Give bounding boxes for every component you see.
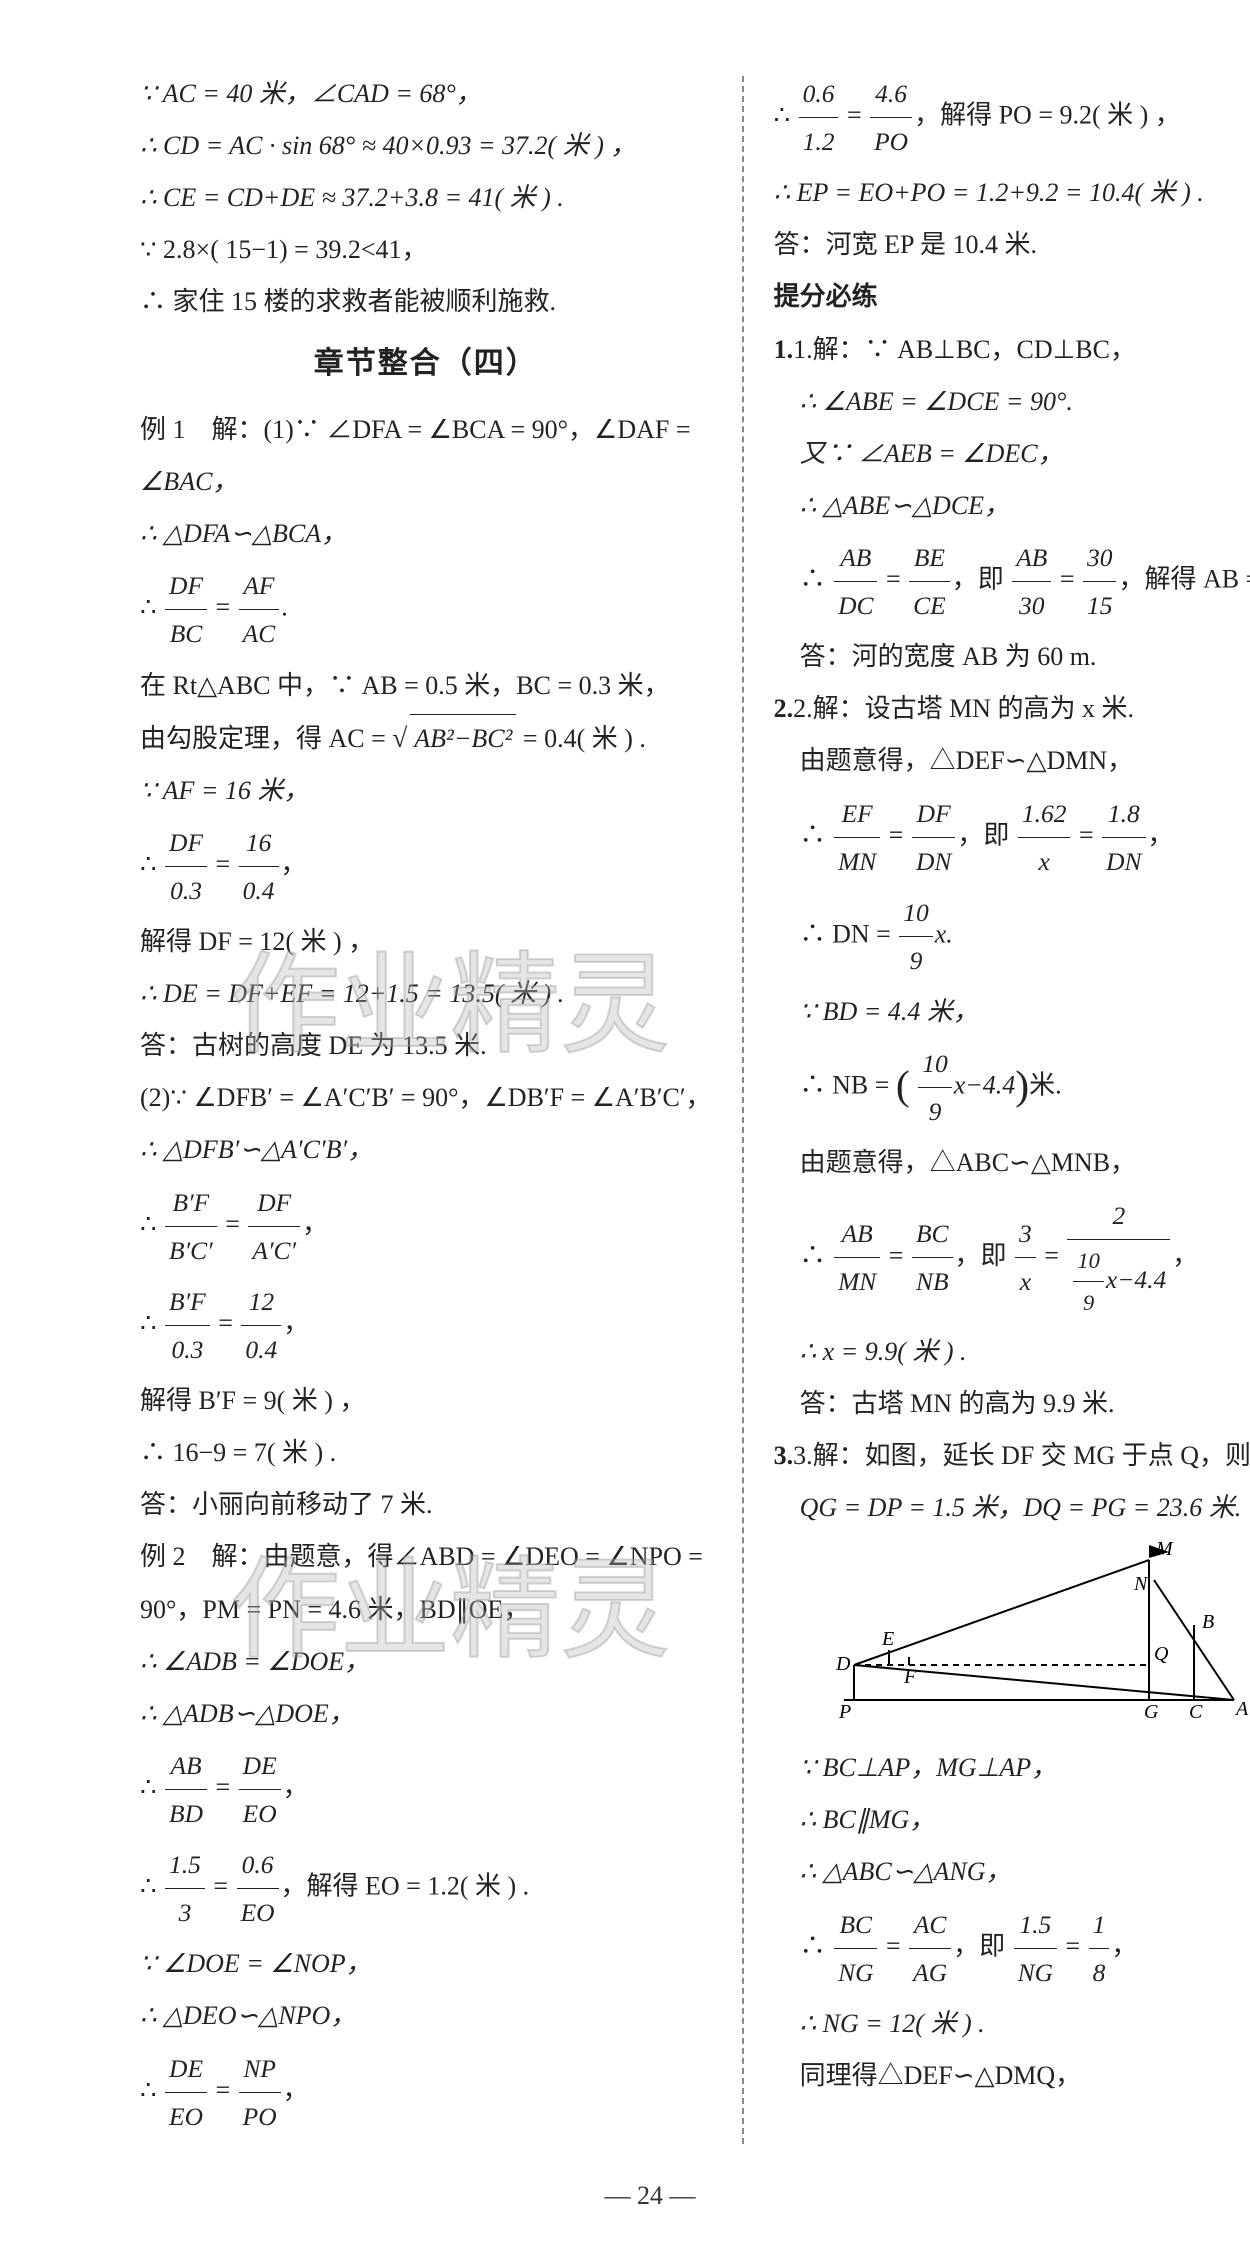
svg-text:B: B: [1202, 1611, 1214, 1633]
text-line: ∴ 16−9 = 7( 米 ) .: [140, 1429, 712, 1477]
text-line: 答：河宽 EP 是 10.4 米.: [774, 221, 1250, 269]
svg-text:A: A: [1234, 1698, 1249, 1720]
text-line: 答：古塔 MN 的高为 9.9 米.: [774, 1380, 1250, 1428]
formula-line: ∴ DF0.3 = 160.4，: [140, 819, 712, 914]
formula-line: ∴ DFBC = AFAC.: [140, 562, 712, 657]
text-line: ∴ x = 9.9( 米 ) .: [774, 1328, 1250, 1376]
text-line: ∴ ∠ABE = ∠DCE = 90°.: [774, 378, 1250, 426]
text-line: ∵ AC = 40 米，∠CAD = 68°，: [140, 70, 712, 118]
text-line: ∵ 2.8×( 15−1) = 39.2<41，: [140, 226, 712, 274]
text-line: ∴ 家住 15 楼的求救者能被顺利施救.: [140, 278, 712, 326]
svg-text:D: D: [835, 1653, 851, 1675]
svg-text:P: P: [838, 1701, 851, 1720]
text-line: ∴ CE = CD+DE ≈ 37.2+3.8 = 41( 米 ) .: [140, 174, 712, 222]
text-line: 答：古树的高度 DE 为 13.5 米.: [140, 1022, 712, 1070]
text-line: 由题意得，△ABC∽△MNB，: [774, 1139, 1250, 1187]
text-line: ∴ △DFB′∽△A′C′B′，: [140, 1126, 712, 1174]
text-line: ∴ △DFA∽△BCA，: [140, 510, 712, 558]
text-line: 又∵ ∠AEB = ∠DEC，: [774, 430, 1250, 478]
svg-text:G: G: [1144, 1701, 1159, 1720]
text-line: 解得 B′F = 9( 米 ) ，: [140, 1377, 712, 1425]
text-line: ∴ △ABE∽△DCE，: [774, 482, 1250, 530]
text-line: 例 2 解：由题意，得∠ABD = ∠DEO = ∠NPO =: [140, 1533, 712, 1581]
formula-line: ∴ EFMN = DFDN，即 1.62x = 1.8DN，: [774, 790, 1250, 885]
text-line: ∴ EP = EO+PO = 1.2+9.2 = 10.4( 米 ) .: [774, 169, 1250, 217]
formula-line: ∴ DN = 109x.: [774, 889, 1250, 984]
geometry-diagram: M N B A C G Q P D E F: [834, 1540, 1250, 1736]
text-line: ∵ ∠DOE = ∠NOP，: [140, 1940, 712, 1988]
text-line: (2)∵ ∠DFB′ = ∠A′C′B′ = 90°，∠DB′F = ∠A′B′…: [140, 1074, 712, 1122]
text-line: 3.3.解：如图，延长 DF 交 MG 于点 Q，则 DQ⊥MG，: [774, 1432, 1250, 1480]
text-line: ∴ CD = AC · sin 68° ≈ 40×0.93 = 37.2( 米 …: [140, 122, 712, 170]
section-title: 章节整合（四）: [140, 336, 712, 392]
svg-text:E: E: [881, 1628, 894, 1650]
text-line: ∴ △ABC∽△ANG，: [774, 1848, 1250, 1896]
formula-line: ∴ NB = ( 109x−4.4)米.: [774, 1040, 1250, 1135]
column-divider: [742, 76, 744, 2144]
formula-line: ∴ DEEO = NPPO，: [140, 2045, 712, 2140]
formula-line: ∴ B′F0.3 = 120.4，: [140, 1278, 712, 1373]
text-line: ∴ ∠ADB = ∠DOE，: [140, 1638, 712, 1686]
text-line: ∴ △DEO∽△NPO，: [140, 1992, 712, 2040]
page-number: — 24 —: [140, 2172, 1160, 2220]
diagram-svg: M N B A C G Q P D E F: [834, 1540, 1250, 1720]
svg-text:F: F: [903, 1666, 917, 1688]
page: 作业精灵 作业精灵 ∵ AC = 40 米，∠CAD = 68°， ∴ CD =…: [0, 0, 1250, 2260]
svg-text:C: C: [1189, 1701, 1203, 1720]
text-line: 90°，PM = PN = 4.6 米，BD∥OE，: [140, 1586, 712, 1634]
text-line: 答：小丽向前移动了 7 米.: [140, 1481, 712, 1529]
text-line: 解得 DF = 12( 米 ) ，: [140, 918, 712, 966]
text-line: QG = DP = 1.5 米，DQ = PG = 23.6 米.: [774, 1484, 1250, 1532]
text-line: 例 1 解：(1)∵ ∠DFA = ∠BCA = 90°，∠DAF =: [140, 406, 712, 454]
text-line: 1.1.解：∵ AB⊥BC，CD⊥BC，: [774, 326, 1250, 374]
formula-line: ∴ 1.53 = 0.6EO，解得 EO = 1.2( 米 ) .: [140, 1841, 712, 1936]
left-column: ∵ AC = 40 米，∠CAD = 68°， ∴ CD = AC · sin …: [140, 70, 712, 2144]
formula-line: ∴ 0.61.2 = 4.6PO，解得 PO = 9.2( 米 ) ，: [774, 70, 1250, 165]
text-line: ∵ BD = 4.4 米，: [774, 988, 1250, 1036]
formula-line: ∴ ABDC = BECE，即 AB30 = 3015，解得 AB = 60( …: [774, 534, 1250, 629]
right-column: ∴ 0.61.2 = 4.6PO，解得 PO = 9.2( 米 ) ， ∴ EP…: [774, 70, 1250, 2144]
text-line: 2.2.解：设古塔 MN 的高为 x 米.: [774, 685, 1250, 733]
text-line: ∴ BC∥MG，: [774, 1796, 1250, 1844]
text-line: ∴ NG = 12( 米 ) .: [774, 2000, 1250, 2048]
content-columns: ∵ AC = 40 米，∠CAD = 68°， ∴ CD = AC · sin …: [140, 70, 1160, 2144]
text-line: 由题意得，△DEF∽△DMN，: [774, 737, 1250, 785]
text-line: 同理得△DEF∽△DMQ，: [774, 2052, 1250, 2100]
text-line: 答：河的宽度 AB 为 60 m.: [774, 633, 1250, 681]
formula-line: 由勾股定理，得 AC = AB²−BC² = 0.4( 米 ) .: [140, 714, 712, 763]
text-line: 在 Rt△ABC 中，∵ AB = 0.5 米，BC = 0.3 米，: [140, 662, 712, 710]
text-line: ∵ BC⊥AP，MG⊥AP，: [774, 1744, 1250, 1792]
formula-line: ∴ ABMN = BCNB，即 3x = 2 109x−4.4 ，: [774, 1192, 1250, 1324]
sub-title: 提分必练: [774, 273, 1250, 321]
formula-line: ∴ BCNG = ACAG，即 1.5NG = 18，: [774, 1901, 1250, 1996]
text-line: ∠BAC，: [140, 458, 712, 506]
svg-text:Q: Q: [1154, 1643, 1169, 1665]
formula-line: ∴ B′FB′C′ = DFA′C′，: [140, 1179, 712, 1274]
svg-text:M: M: [1155, 1540, 1174, 1560]
text-line: ∵ AF = 16 米，: [140, 767, 712, 815]
text-line: ∴ △ADB∽△DOE，: [140, 1690, 712, 1738]
text-line: ∴ DE = DF+EF = 12+1.5 = 13.5( 米 ) .: [140, 970, 712, 1018]
svg-text:N: N: [1133, 1573, 1149, 1595]
formula-line: ∴ ABBD = DEEO，: [140, 1742, 712, 1837]
